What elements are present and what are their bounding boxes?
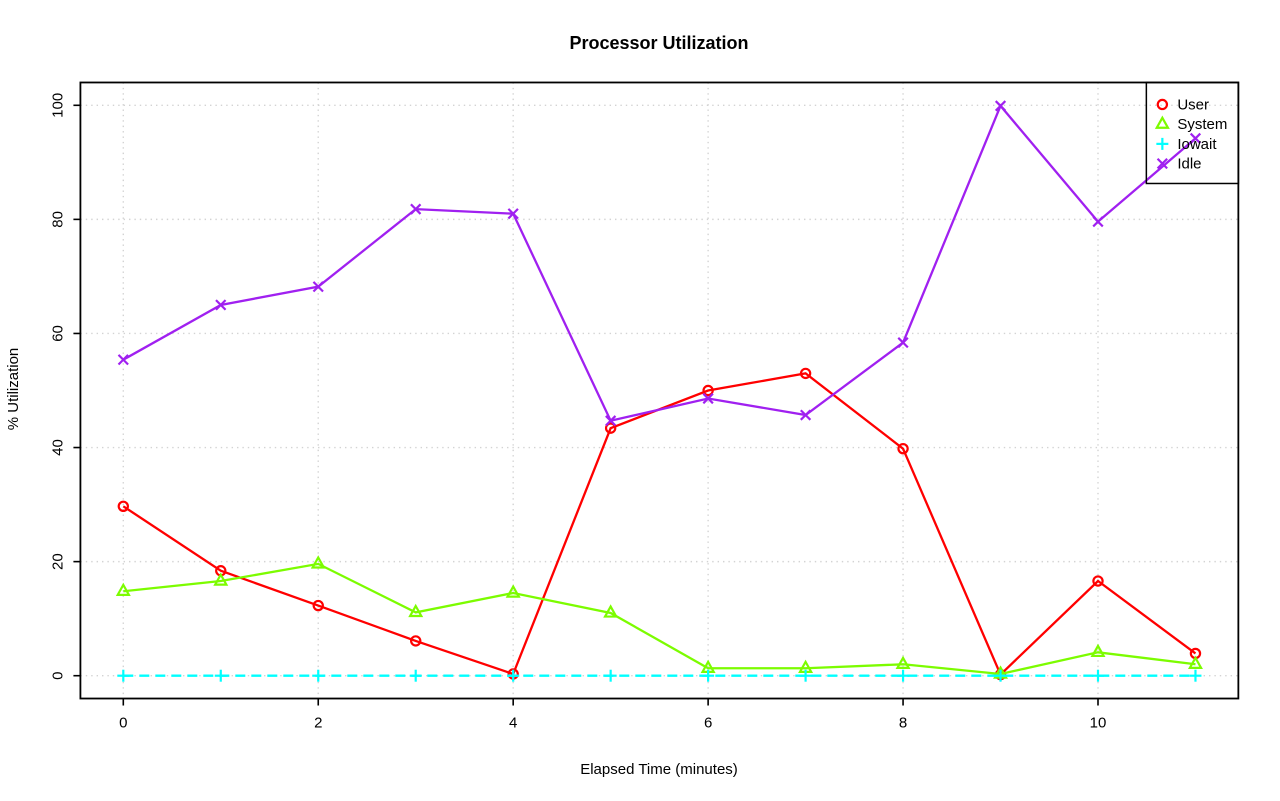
marker-circle xyxy=(702,384,714,397)
marker-triangle xyxy=(310,555,326,569)
marker-x xyxy=(215,299,227,311)
x-tick-label: 4 xyxy=(509,715,517,732)
marker-circle xyxy=(410,635,422,647)
marker-x xyxy=(1092,216,1104,228)
marker-x xyxy=(994,100,1007,112)
series-line xyxy=(122,103,1197,423)
marker-triangle xyxy=(895,655,911,669)
y-tick-label: 40 xyxy=(49,439,66,456)
legend-label-idle: Idle xyxy=(1177,156,1201,173)
legend-label-system: System xyxy=(1177,116,1227,133)
y-tick-label: 0 xyxy=(49,672,66,680)
marker-triangle xyxy=(603,604,619,618)
marker-circle xyxy=(897,442,909,455)
marker-x xyxy=(1156,158,1168,170)
marker-triangle xyxy=(505,584,521,598)
marker-circle xyxy=(604,422,617,434)
x-tick-label: 0 xyxy=(119,715,127,732)
y-tick-label: 60 xyxy=(49,325,66,342)
marker-triangle xyxy=(1090,643,1106,658)
marker-circle xyxy=(117,500,130,512)
plot-border xyxy=(79,81,1240,700)
legend-label-iowait: Iowait xyxy=(1177,136,1217,153)
x-tick-label: 8 xyxy=(899,715,907,732)
marker-x xyxy=(507,208,519,220)
series-line xyxy=(123,562,1196,676)
marker-circle xyxy=(799,367,812,380)
series-iowait xyxy=(117,669,1202,682)
series-system xyxy=(115,555,1203,679)
chart-title: Processor Utilization xyxy=(569,33,748,53)
y-tick-label: 80 xyxy=(49,211,66,228)
y-tick-label: 20 xyxy=(49,553,66,570)
marker-circle xyxy=(312,599,324,612)
marker-triangle xyxy=(115,582,131,596)
marker-x xyxy=(605,415,617,427)
marker-x xyxy=(410,203,422,215)
x-tick-label: 2 xyxy=(314,715,322,732)
marker-triangle xyxy=(1187,655,1203,669)
series-layer xyxy=(115,100,1203,682)
legend-box xyxy=(1145,81,1240,185)
y-axis-label: % Utilization xyxy=(5,348,22,431)
y-tick-label: 100 xyxy=(49,93,66,118)
series-idle xyxy=(117,100,1202,427)
marker-circle xyxy=(1156,98,1169,111)
marker-triangle xyxy=(213,572,229,586)
legend-layer: User System Iowait Idle xyxy=(1145,81,1240,185)
grid-layer xyxy=(80,82,1239,699)
marker-circle xyxy=(1092,575,1104,587)
marker-x xyxy=(702,392,714,405)
x-axis-label: Elapsed Time (minutes) xyxy=(580,761,738,778)
marker-x xyxy=(897,337,909,349)
marker-x xyxy=(800,409,812,421)
marker-x xyxy=(1189,132,1202,144)
marker-triangle xyxy=(1154,115,1170,129)
marker-x xyxy=(312,281,324,293)
marker-x xyxy=(117,354,129,366)
marker-triangle xyxy=(408,603,424,618)
series-user xyxy=(117,367,1202,681)
x-tick-label: 6 xyxy=(704,715,712,732)
legend-label-user: User xyxy=(1177,96,1209,113)
series-line xyxy=(122,372,1197,677)
x-tick-label: 10 xyxy=(1090,715,1107,732)
